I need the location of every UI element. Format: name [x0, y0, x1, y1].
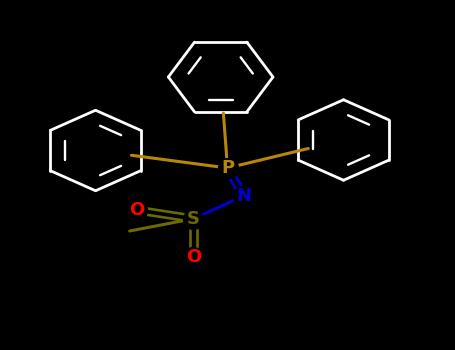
Text: O: O	[186, 248, 201, 266]
Text: N: N	[236, 187, 251, 205]
Text: P: P	[221, 159, 234, 177]
Text: O: O	[129, 201, 144, 219]
Text: S: S	[187, 210, 200, 228]
